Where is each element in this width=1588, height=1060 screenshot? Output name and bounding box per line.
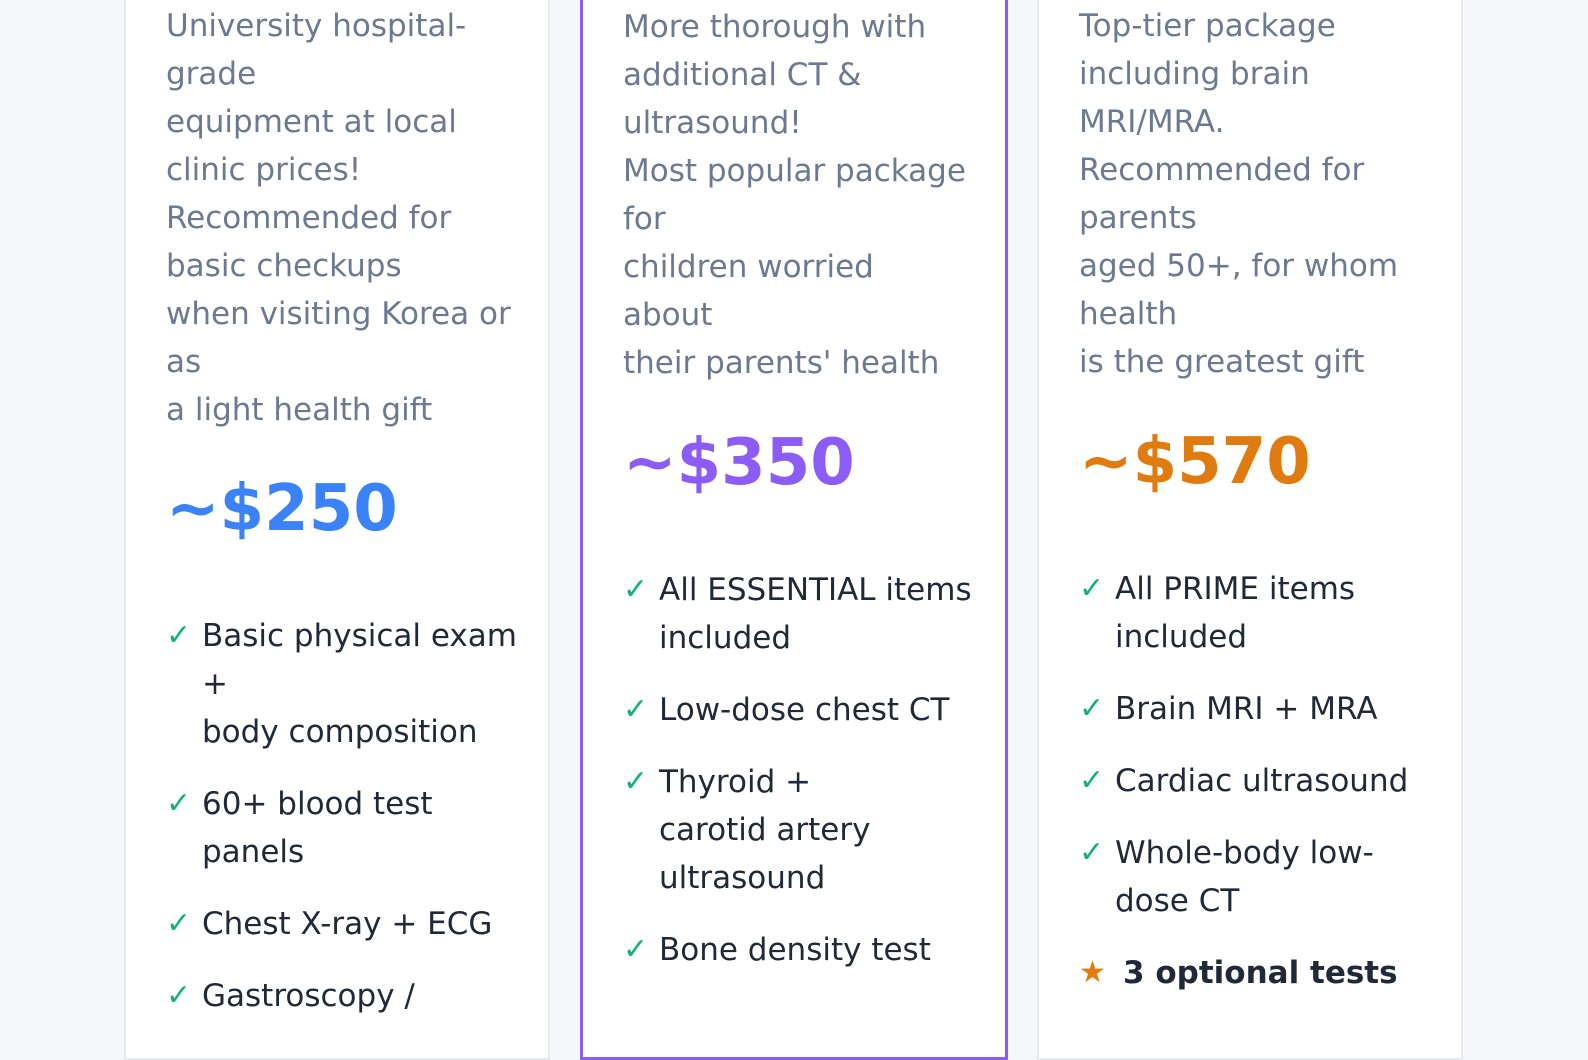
- description-line: their parents' health: [623, 345, 940, 381]
- description-line: MRI/MRA.: [1079, 104, 1225, 140]
- description-line: aged 50+, for whom: [1079, 248, 1399, 284]
- description-line: ultrasound!: [623, 105, 802, 141]
- feature-text: Basic physical exam: [202, 618, 517, 654]
- package-card-premium: Top-tier package including brain MRI/MRA…: [1037, 0, 1463, 1060]
- description-line: University hospital-: [166, 8, 467, 44]
- check-icon: ✓: [1079, 691, 1105, 726]
- feature-text: Low-dose chest CT: [659, 692, 950, 728]
- feature-item: ✓ Thyroid + carotid artery ultrasound: [623, 758, 983, 902]
- description-line: about: [623, 297, 713, 333]
- feature-text: 60+ blood test: [202, 786, 433, 822]
- description-line: when visiting Korea or: [166, 296, 511, 332]
- description-line: Recommended for: [166, 200, 452, 236]
- feature-text: Cardiac ultrasound: [1115, 763, 1409, 799]
- description-line: as: [166, 344, 202, 380]
- check-icon: ✓: [623, 764, 649, 799]
- feature-text: panels: [202, 834, 305, 870]
- feature-text: +: [202, 666, 228, 702]
- feature-text: Whole-body low-: [1115, 835, 1374, 871]
- feature-text: All ESSENTIAL items: [659, 572, 972, 608]
- feature-item: ✓ Whole-body low- dose CT: [1079, 829, 1439, 925]
- feature-text: dose CT: [1115, 883, 1240, 919]
- check-icon: ✓: [1079, 763, 1105, 798]
- description-line: health: [1079, 296, 1178, 332]
- feature-list: ✓ All PRIME items included ✓ Brain MRI +…: [1079, 565, 1439, 1021]
- description-line: More thorough with: [623, 9, 927, 45]
- description-line: parents: [1079, 200, 1197, 236]
- feature-text: Bone density test: [659, 932, 931, 968]
- feature-item: ✓ 60+ blood test panels: [166, 780, 526, 876]
- description-line: additional CT &: [623, 57, 862, 93]
- description-line: grade: [166, 56, 257, 92]
- check-icon: ✓: [623, 692, 649, 727]
- feature-text: Gastroscopy /: [202, 978, 415, 1014]
- check-icon: ✓: [166, 978, 192, 1013]
- description-line: children worried: [623, 249, 874, 285]
- feature-item: ✓ Cardiac ultrasound: [1079, 757, 1439, 805]
- description-line: equipment at local: [166, 104, 457, 140]
- feature-text: All PRIME items: [1115, 571, 1356, 607]
- feature-item: ✓ Low-dose chest CT: [623, 686, 983, 734]
- feature-text: Chest X-ray + ECG: [202, 906, 493, 942]
- package-description: University hospital- grade equipment at …: [166, 2, 516, 434]
- package-price: ~$350: [623, 426, 855, 500]
- feature-item: ✓ Brain MRI + MRA: [1079, 685, 1439, 733]
- feature-item: ✓ Bone density test: [623, 926, 983, 974]
- feature-text: included: [1115, 619, 1247, 655]
- description-line: a light health gift: [166, 392, 433, 428]
- feature-item: ✓ Basic physical exam + body composition: [166, 612, 526, 756]
- package-card-essential: University hospital- grade equipment at …: [124, 0, 550, 1060]
- check-icon: ✓: [1079, 835, 1105, 870]
- check-icon: ✓: [166, 618, 192, 653]
- description-line: clinic prices!: [166, 152, 362, 188]
- feature-list: ✓ All ESSENTIAL items included ✓ Low-dos…: [623, 566, 983, 998]
- description-line: Most popular package: [623, 153, 966, 189]
- feature-item: ✓ All ESSENTIAL items included: [623, 566, 983, 662]
- feature-text: body composition: [202, 714, 478, 750]
- package-price: ~$250: [166, 472, 398, 546]
- check-icon: ✓: [166, 786, 192, 821]
- check-icon: ✓: [623, 572, 649, 607]
- feature-item: ✓ All PRIME items included: [1079, 565, 1439, 661]
- feature-text: included: [659, 620, 791, 656]
- package-price: ~$570: [1079, 425, 1311, 499]
- feature-text: Thyroid +: [659, 764, 812, 800]
- package-card-prime: More thorough with additional CT & ultra…: [580, 0, 1008, 1060]
- description-line: Recommended for: [1079, 152, 1365, 188]
- check-icon: ✓: [166, 906, 192, 941]
- description-line: including brain: [1079, 56, 1310, 92]
- description-line: Top-tier package: [1079, 8, 1336, 44]
- check-icon: ✓: [623, 932, 649, 967]
- description-line: for: [623, 201, 666, 237]
- optional-tests-highlight: ★ 3 optional tests: [1079, 949, 1439, 997]
- feature-text: carotid artery: [659, 812, 871, 848]
- feature-item: ✓ Chest X-ray + ECG: [166, 900, 526, 948]
- package-description: Top-tier package including brain MRI/MRA…: [1079, 2, 1429, 386]
- feature-text: Brain MRI + MRA: [1115, 691, 1378, 727]
- description-line: is the greatest gift: [1079, 344, 1365, 380]
- check-icon: ✓: [1079, 571, 1105, 606]
- feature-list: ✓ Basic physical exam + body composition…: [166, 612, 526, 1044]
- description-line: basic checkups: [166, 248, 402, 284]
- feature-text: ultrasound: [659, 860, 826, 896]
- star-icon: ★: [1079, 955, 1106, 990]
- package-description: More thorough with additional CT & ultra…: [623, 3, 973, 387]
- feature-item: ✓ Gastroscopy /: [166, 972, 526, 1020]
- feature-text: 3 optional tests: [1123, 955, 1398, 991]
